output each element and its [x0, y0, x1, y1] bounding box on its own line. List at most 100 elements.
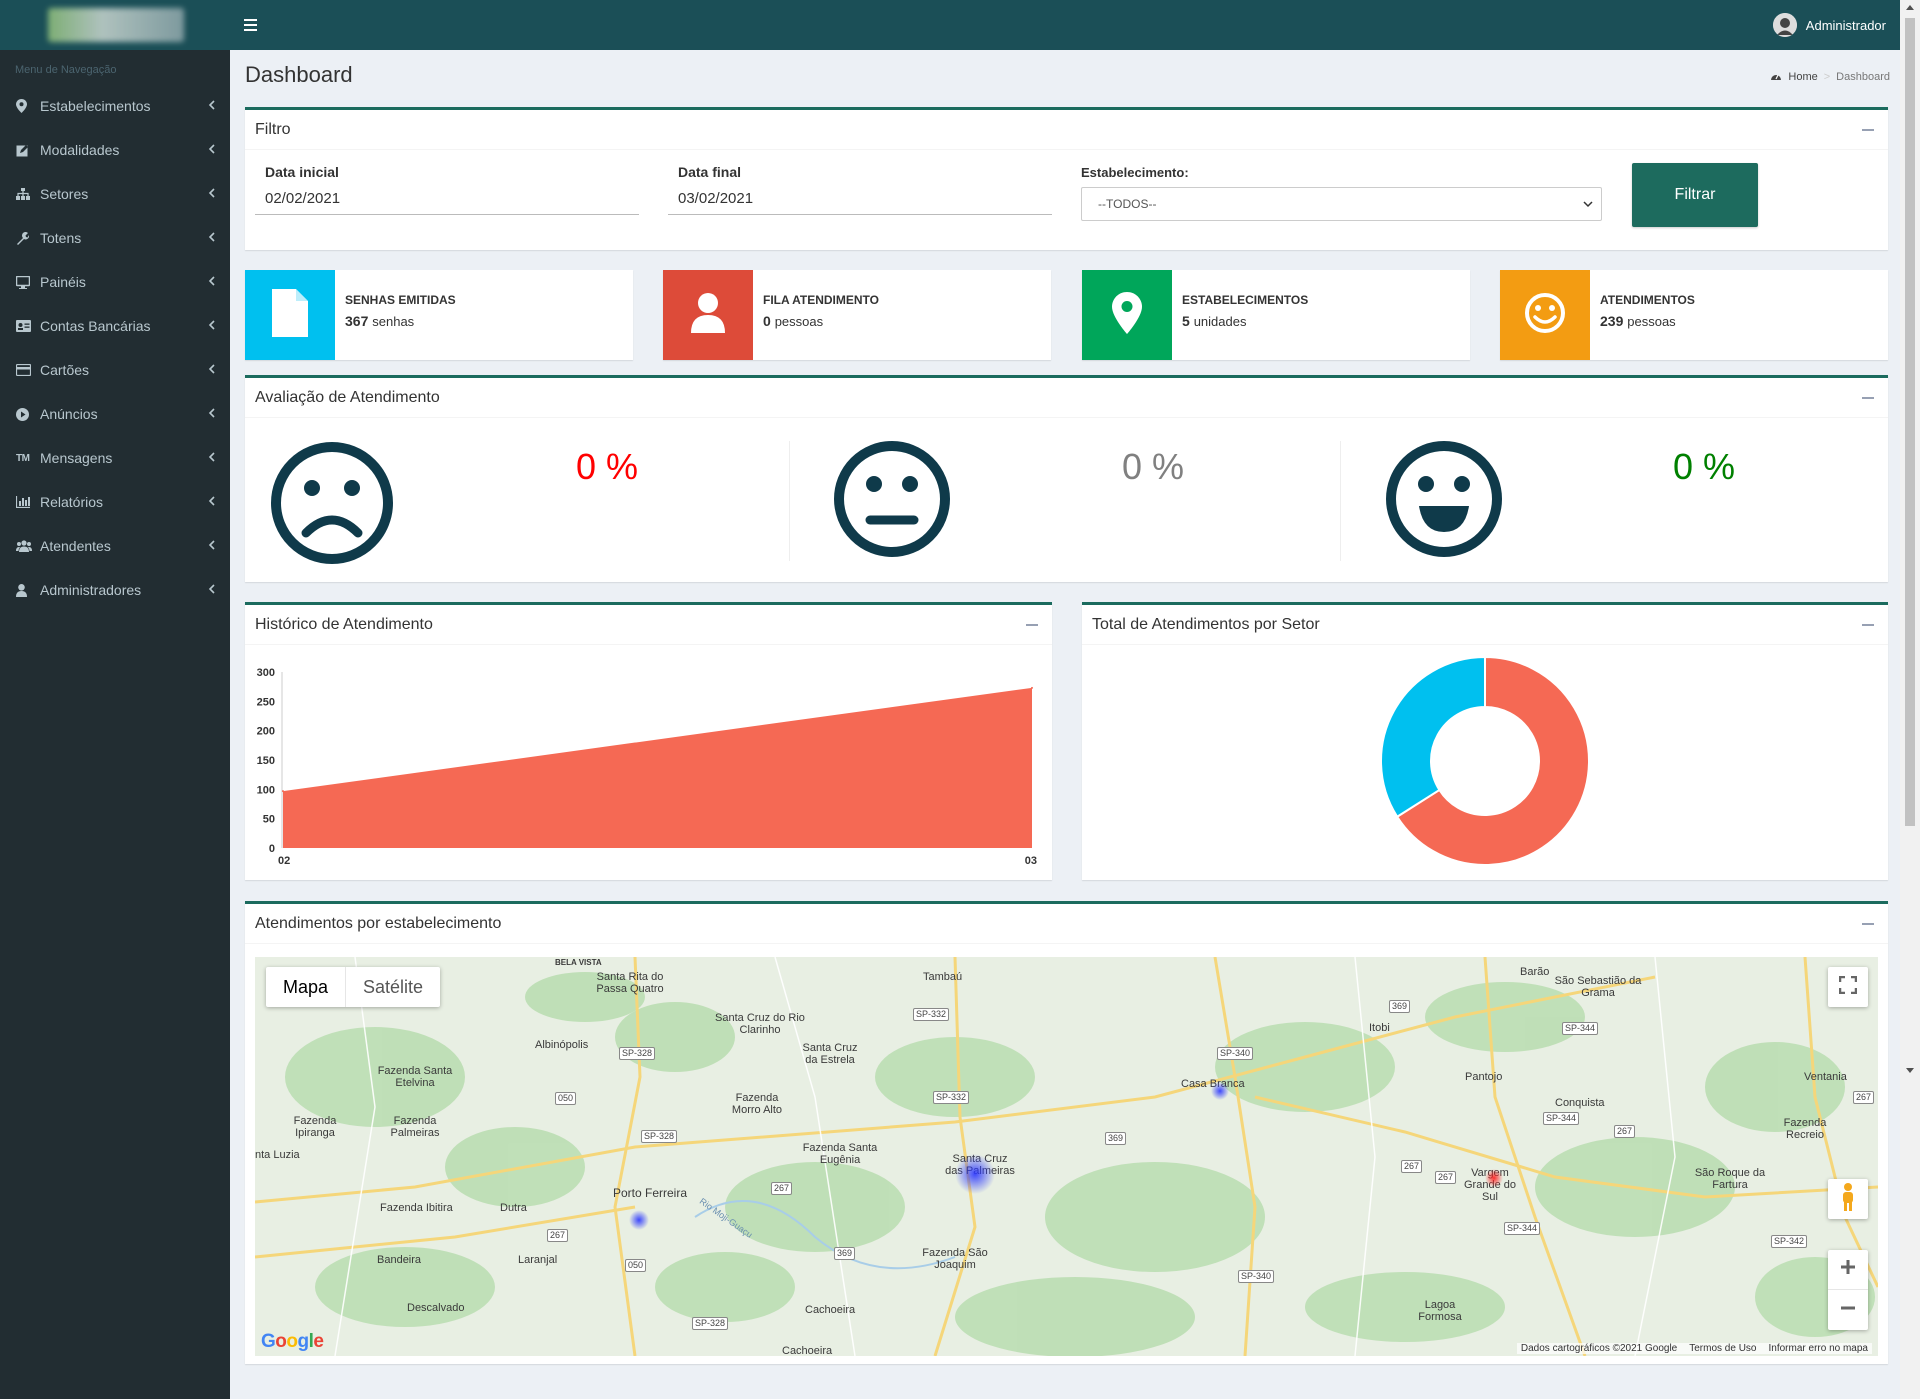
sidebar-item-label: Painéis — [40, 274, 86, 290]
map-label: Lagoa Formosa — [1418, 1299, 1462, 1323]
breadcrumb-home[interactable]: Home — [1788, 71, 1818, 83]
chevron-left-icon — [208, 583, 215, 597]
user-icon — [691, 292, 725, 338]
breadcrumb-separator: > — [1823, 71, 1831, 83]
map-label: Itobi — [1369, 1022, 1390, 1034]
road-shield: SP-328 — [619, 1047, 656, 1060]
map-label: Fazenda São Joaquim — [922, 1247, 988, 1271]
map-label: Casa Branca — [1181, 1078, 1245, 1090]
map-label: São Sebastião da Grama — [1554, 975, 1642, 999]
road-shield: 267 — [547, 1229, 569, 1242]
page-scrollbar[interactable] — [1900, 0, 1920, 1399]
sidebar-item-label: Cartões — [40, 362, 90, 378]
sidebar-item-atendentes[interactable]: Atendentes — [0, 524, 230, 568]
establishment-label: Estabelecimento: — [1081, 165, 1189, 180]
info-label: SENHAS EMITIDAS — [345, 293, 456, 307]
fullscreen-button[interactable] — [1828, 967, 1868, 1007]
sidebar-item-modalidades[interactable]: Modalidades — [0, 128, 230, 172]
nav-header: Menu de Navegação — [15, 64, 117, 76]
avatar — [1772, 13, 1797, 37]
logo[interactable] — [0, 0, 230, 50]
road-shield: 369 — [1105, 1132, 1127, 1145]
y-tick-label: 0 — [269, 843, 275, 855]
road-shield: 267 — [1614, 1125, 1636, 1138]
sidebar-item-relatorios[interactable]: Relatórios — [0, 480, 230, 524]
sidebar-item-label: Totens — [40, 230, 82, 246]
info-label: ATENDIMENTOS — [1600, 293, 1695, 307]
sidebar-item-mensagens[interactable]: TM Mensagens — [0, 436, 230, 480]
map-type-satellite-button[interactable]: Satélite — [345, 967, 440, 1007]
map-canvas[interactable]: BELA VISTA Santa Rita do Passa Quatro Ta… — [255, 957, 1878, 1356]
info-box-atendimentos: ATENDIMENTOS 239 pessoas — [1500, 270, 1888, 360]
credit-card-icon — [16, 364, 40, 376]
road-shield: 267 — [1435, 1171, 1457, 1184]
map-label: Pantojo — [1465, 1071, 1503, 1083]
date-end-input[interactable] — [668, 183, 1052, 215]
heat-marker — [629, 1210, 649, 1230]
donut-slice[interactable] — [1395, 655, 1590, 866]
map-label: Fazenda Santa Eugênia — [802, 1142, 878, 1166]
street-view-button[interactable] — [1828, 1179, 1868, 1219]
road-shield: SP-332 — [913, 1008, 950, 1021]
collapse-button[interactable] — [1026, 623, 1038, 626]
scroll-down-arrow[interactable] — [1906, 1068, 1914, 1073]
topbar: Administrador — [230, 0, 1900, 50]
collapse-button[interactable] — [1862, 128, 1874, 131]
map-terms-link[interactable]: Termos de Uso — [1689, 1343, 1757, 1354]
collapse-button[interactable] — [1862, 623, 1874, 626]
user-menu[interactable]: Administrador — [1772, 13, 1886, 37]
user-name: Administrador — [1805, 17, 1886, 33]
road-shield: 050 — [625, 1259, 647, 1272]
map-type-map-button[interactable]: Mapa — [283, 976, 329, 997]
collapse-button[interactable] — [1862, 396, 1874, 399]
sidebar-item-paineis[interactable]: Painéis — [0, 260, 230, 304]
scroll-up-arrow[interactable] — [1906, 5, 1914, 10]
y-tick-label: 100 — [257, 784, 275, 796]
map-label: Santa Rita do Passa Quatro — [596, 971, 664, 995]
establishment-select[interactable]: --TODOS-- — [1081, 187, 1602, 221]
sidebar-item-cartoes[interactable]: Cartões — [0, 348, 230, 392]
sidebar-item-setores[interactable]: Setores — [0, 172, 230, 216]
map-report-link[interactable]: Informar erro no mapa — [1768, 1343, 1869, 1354]
zoom-control — [1828, 1250, 1868, 1330]
sidebar-item-estabelecimentos[interactable]: Estabelecimentos — [0, 84, 230, 128]
sidebar-item-label: Setores — [40, 186, 89, 202]
map-label: BELA VISTA — [555, 958, 602, 967]
chevron-left-icon — [208, 363, 215, 377]
smile-icon — [1524, 292, 1566, 339]
zoom-out-button[interactable] — [1828, 1290, 1868, 1330]
filter-button[interactable]: Filtrar — [1632, 163, 1758, 227]
sidebar-item-totens[interactable]: Totens — [0, 216, 230, 260]
scroll-thumb[interactable] — [1905, 18, 1915, 826]
sidebar-item-label: Administradores — [40, 582, 142, 598]
map-label: Ventania — [1804, 1071, 1847, 1083]
info-icon-bg — [663, 270, 753, 360]
road-shield: SP-332 — [933, 1091, 970, 1104]
map-label: Albinópolis — [535, 1039, 589, 1051]
happy-percent: 0 % — [1673, 446, 1736, 487]
sidebar-item-contas-bancarias[interactable]: Contas Bancárias — [0, 304, 230, 348]
collapse-button[interactable] — [1862, 922, 1874, 925]
zoom-in-button[interactable] — [1828, 1250, 1868, 1290]
date-start-input[interactable] — [255, 183, 639, 215]
happy-face-icon — [1385, 440, 1503, 563]
map-label: Laranjal — [518, 1254, 558, 1266]
sad-percent: 0 % — [576, 446, 639, 487]
map-box: Atendimentos por estabelecimento — [245, 901, 1888, 1364]
area-point — [282, 790, 284, 793]
sidebar-item-label: Mensagens — [40, 450, 113, 466]
road-shield: 267 — [1401, 1160, 1423, 1173]
map-label: Fazenda Palmeiras — [390, 1115, 440, 1139]
info-icon-bg — [1082, 270, 1172, 360]
file-icon — [272, 288, 308, 342]
id-card-icon — [16, 320, 40, 332]
breadcrumb: Home > Dashboard — [1770, 71, 1890, 84]
map-label: Fazenda Santa Etelvina — [377, 1065, 453, 1089]
chevron-left-icon — [208, 319, 215, 333]
menu-toggle-button[interactable] — [244, 15, 264, 35]
sidebar-item-anuncios[interactable]: Anúncios — [0, 392, 230, 436]
info-unit: pessoas — [774, 314, 824, 329]
sidebar-item-administradores[interactable]: Administradores — [0, 568, 230, 612]
donut-slice[interactable] — [1380, 655, 1486, 819]
wrench-icon — [16, 231, 40, 245]
